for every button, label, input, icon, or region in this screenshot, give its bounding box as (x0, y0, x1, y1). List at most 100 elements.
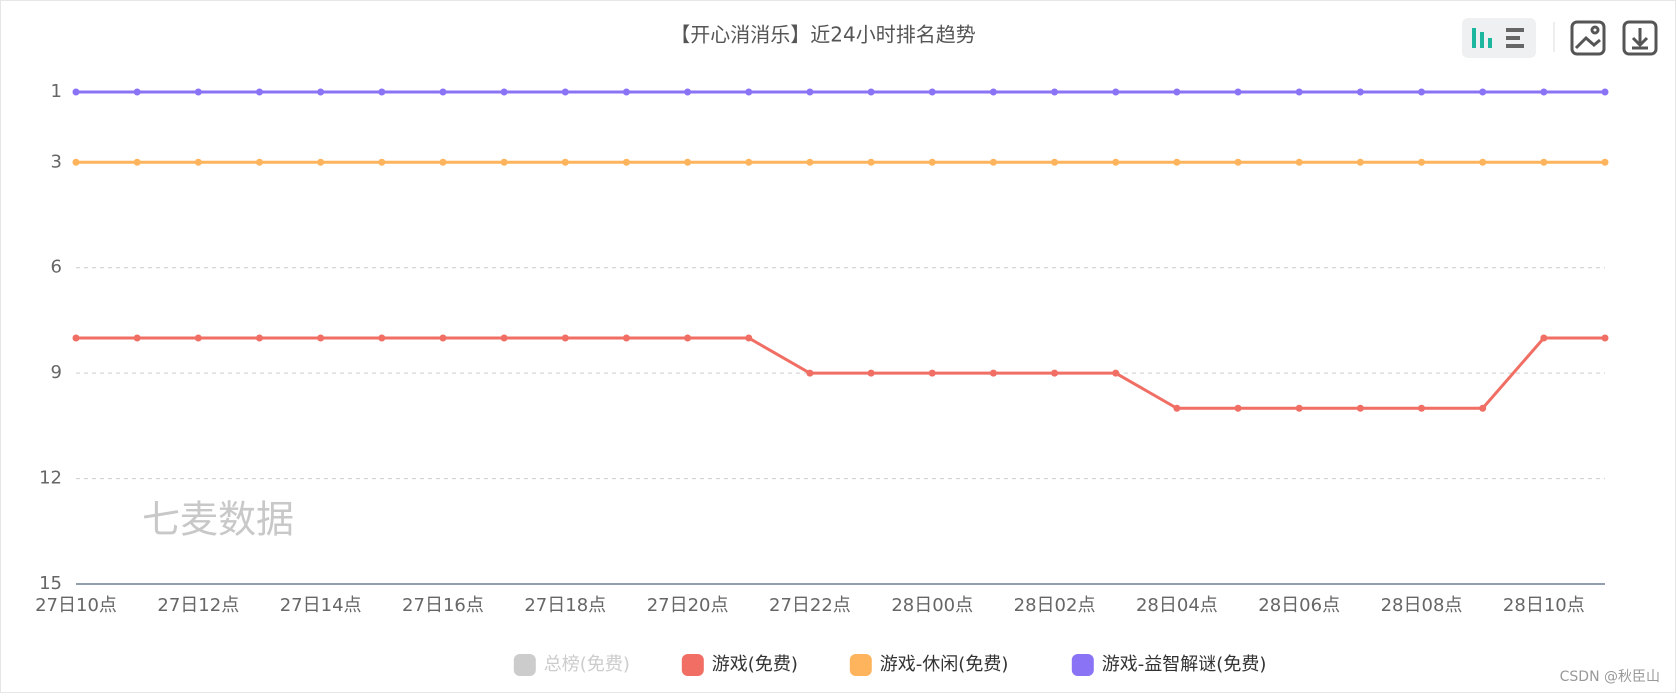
point (1051, 88, 1059, 96)
y-tick-label: 9 (51, 362, 62, 383)
point (255, 158, 263, 166)
image-icon[interactable] (1570, 20, 1606, 56)
x-tick-label: 27日22点 (769, 595, 851, 616)
point (745, 334, 753, 342)
point (806, 88, 814, 96)
x-tick-label: 27日18点 (524, 595, 606, 616)
x-tick-label: 28日06点 (1258, 595, 1340, 616)
point (1234, 88, 1242, 96)
y-tick-label: 1 (51, 81, 62, 102)
point (500, 158, 508, 166)
bar-icon[interactable] (1472, 28, 1492, 48)
point (1601, 88, 1609, 96)
point (806, 369, 814, 377)
point (1540, 88, 1548, 96)
point (1295, 88, 1303, 96)
point (317, 88, 325, 96)
x-tick-label: 28日04点 (1136, 595, 1218, 616)
legend-label[interactable]: 游戏-休闲(免费) (880, 654, 1009, 675)
point (989, 88, 997, 96)
point (1356, 158, 1364, 166)
point (1418, 158, 1426, 166)
point (439, 158, 447, 166)
point (133, 158, 141, 166)
y-tick-label: 15 (39, 573, 62, 594)
point (378, 334, 386, 342)
y-tick-label: 3 (51, 151, 62, 172)
point (622, 334, 630, 342)
point (1601, 158, 1609, 166)
x-tick-label: 28日02点 (1014, 595, 1096, 616)
point (745, 88, 753, 96)
point (1173, 158, 1181, 166)
point (867, 88, 875, 96)
point (745, 158, 753, 166)
point (867, 369, 875, 377)
point (928, 88, 936, 96)
series-line (76, 336, 1605, 410)
legend-swatch (849, 654, 872, 676)
x-tick-label: 27日16点 (402, 595, 484, 616)
point (1479, 88, 1487, 96)
point (1295, 404, 1303, 412)
x-tick-label: 28日10点 (1503, 595, 1585, 616)
point (378, 158, 386, 166)
point (255, 334, 263, 342)
point (684, 158, 692, 166)
x-tick-label: 27日12点 (157, 595, 239, 616)
legend-label[interactable]: 游戏-益智解谜(免费) (1102, 654, 1267, 675)
point (1479, 404, 1487, 412)
point (684, 88, 692, 96)
point (1540, 158, 1548, 166)
point (72, 334, 80, 342)
y-tick-label: 6 (51, 257, 62, 278)
point (133, 88, 141, 96)
point (194, 158, 202, 166)
x-tick-label: 27日20点 (647, 595, 729, 616)
legend-label[interactable]: 游戏(免费) (712, 654, 798, 675)
point (255, 88, 263, 96)
watermark: 七麦数据 (142, 498, 294, 542)
point (561, 334, 569, 342)
point (989, 158, 997, 166)
list-icon[interactable] (1506, 28, 1524, 48)
point (1540, 334, 1548, 342)
legend-swatch (681, 654, 704, 676)
point (1234, 404, 1242, 412)
download-icon[interactable] (1622, 20, 1658, 56)
x-tick-label: 27日10点 (35, 595, 117, 616)
point (194, 334, 202, 342)
legend-swatch (513, 654, 536, 676)
point (622, 88, 630, 96)
x-tick-label: 28日08点 (1381, 595, 1463, 616)
point (317, 158, 325, 166)
x-tick-label: 27日14点 (280, 595, 362, 616)
point (1234, 158, 1242, 166)
point (72, 158, 80, 166)
point (561, 158, 569, 166)
point (1051, 369, 1059, 377)
legend-label[interactable]: 总榜(免费) (544, 654, 630, 675)
point (1112, 369, 1120, 377)
point (1295, 158, 1303, 166)
point (378, 88, 386, 96)
point (1112, 88, 1120, 96)
point (806, 158, 814, 166)
point (133, 334, 141, 342)
point (1356, 404, 1364, 412)
point (1173, 404, 1181, 412)
point (1601, 334, 1609, 342)
point (684, 334, 692, 342)
point (1112, 158, 1120, 166)
point (439, 334, 447, 342)
point (1356, 88, 1364, 96)
point (928, 369, 936, 377)
point (1418, 88, 1426, 96)
point (622, 158, 630, 166)
point (989, 369, 997, 377)
chart-title: 【开心消消乐】近24小时排名趋势 (670, 23, 975, 47)
point (1418, 404, 1426, 412)
legend-swatch (1071, 654, 1094, 676)
